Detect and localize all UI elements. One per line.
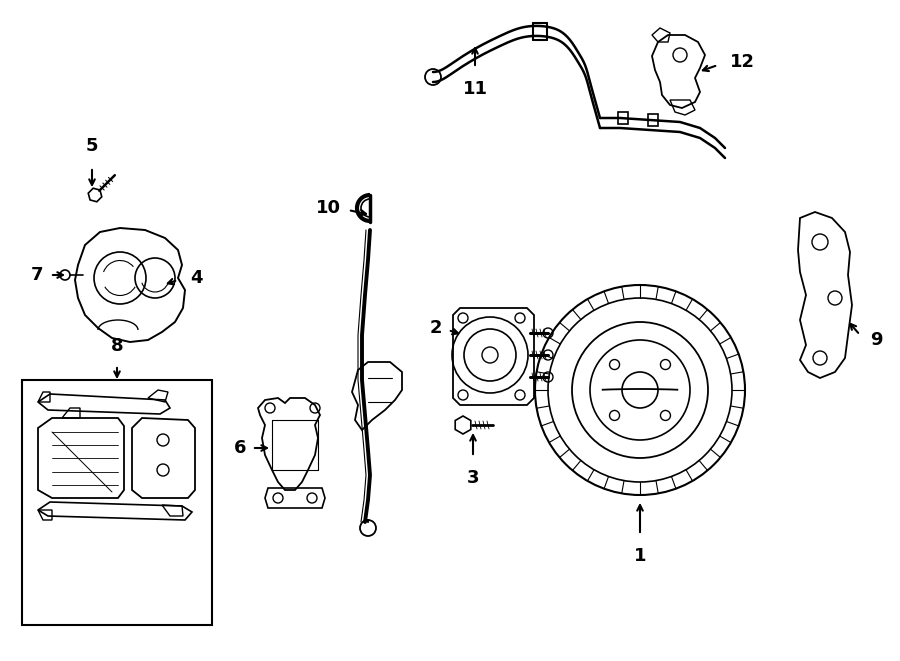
- Text: 6: 6: [234, 439, 247, 457]
- Text: 3: 3: [467, 469, 479, 487]
- Text: 12: 12: [730, 53, 755, 71]
- Bar: [22, 380, 212, 625]
- Text: 2: 2: [430, 319, 442, 337]
- Text: 8: 8: [111, 337, 123, 355]
- Text: 1: 1: [634, 547, 646, 565]
- Text: 9: 9: [870, 331, 883, 349]
- Text: 10: 10: [316, 199, 340, 217]
- Text: 5: 5: [86, 137, 98, 155]
- Text: 4: 4: [190, 269, 203, 287]
- Text: 11: 11: [463, 80, 488, 98]
- Text: 7: 7: [31, 266, 43, 284]
